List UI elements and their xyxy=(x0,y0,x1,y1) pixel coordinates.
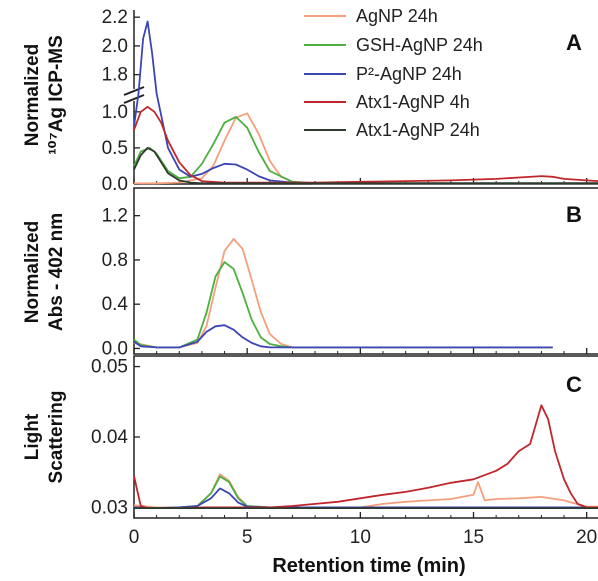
legend-label: GSH-AgNP 24h xyxy=(356,35,483,55)
series-layer xyxy=(133,20,598,509)
panel-c-frame xyxy=(133,355,598,519)
y-tick-b-label: 0.4 xyxy=(102,294,129,315)
panel-label-c: C xyxy=(566,372,582,397)
y-tick-b-label: 1.2 xyxy=(102,206,128,227)
y-tick-a-label: 0.0 xyxy=(102,174,128,195)
legend-label: Atx1-AgNP 24h xyxy=(356,120,480,140)
x-axis-label: Retention time (min) xyxy=(272,555,465,577)
series-line-b-agnp-24h xyxy=(133,238,553,349)
ylabel-b-line2: Abs - 402 nm xyxy=(46,213,67,331)
x-tick-label: 15 xyxy=(463,527,484,548)
x-tick-label: 5 xyxy=(242,527,253,548)
axis-break-mark xyxy=(123,86,145,96)
ylabel-a-line2: ¹⁰⁷Ag ICP-MS xyxy=(46,35,67,155)
ylabel-c-line1: Light xyxy=(22,413,43,460)
panel-label-b: B xyxy=(566,202,582,227)
y-tick-c-label: 0.04 xyxy=(91,427,128,448)
ylabel-b-line1: Normalized xyxy=(22,221,43,323)
x-tick-label: 20 xyxy=(576,527,597,548)
series-line-c-atx1-agnp-4h xyxy=(133,404,598,509)
legend-item: GSH-AgNP 24h xyxy=(304,35,483,55)
y-tick-a-label: 0.5 xyxy=(102,138,128,159)
x-tick-label: 0 xyxy=(129,527,140,548)
legend-item: AgNP 24h xyxy=(304,6,438,26)
ticks-layer: 0 5 10 15 20 0.0 0.5 1.0 1.8 2.0 2.2 0.0 0.4 0.8 1.2 0.… xyxy=(91,7,597,548)
legend: AgNP 24h GSH-AgNP 24h P²-AgNP 24h Atx1-A… xyxy=(304,6,483,140)
panel-label-a: A xyxy=(566,30,582,55)
series-line-b-p-agnp-24h xyxy=(133,324,553,349)
y-tick-a-label: 2.0 xyxy=(102,36,128,57)
ylabel-c-line2: Scattering xyxy=(46,391,67,484)
y-tick-c-label: 0.03 xyxy=(91,497,128,518)
legend-item: Atx1-AgNP 24h xyxy=(304,120,480,140)
y-tick-b-label: 0.8 xyxy=(102,250,128,271)
legend-label: Atx1-AgNP 4h xyxy=(356,92,470,112)
axis-break-mark xyxy=(123,94,145,104)
y-tick-a-label: 2.2 xyxy=(102,7,128,28)
series-line-a-atx1-agnp-24h xyxy=(133,147,598,185)
legend-label: AgNP 24h xyxy=(356,6,438,26)
x-tick-label: 10 xyxy=(350,527,371,548)
series-line-b-gsh-agnp-24h xyxy=(133,261,553,349)
legend-label: P²-AgNP 24h xyxy=(356,64,462,84)
panel-b-frame xyxy=(133,187,598,355)
y-tick-b-label: 0.0 xyxy=(102,338,128,359)
y-tick-c-label: 0.05 xyxy=(91,357,128,378)
y-tick-a-label: 1.0 xyxy=(102,102,128,123)
legend-item: P²-AgNP 24h xyxy=(304,64,462,84)
series-line-a-atx1-agnp-4h xyxy=(133,105,598,184)
ylabel-a-line1: Normalized xyxy=(22,44,43,146)
series-line-a-p-agnp-24h xyxy=(133,20,598,185)
legend-item: Atx1-AgNP 4h xyxy=(304,92,470,112)
y-tick-a-label: 1.8 xyxy=(102,65,128,86)
